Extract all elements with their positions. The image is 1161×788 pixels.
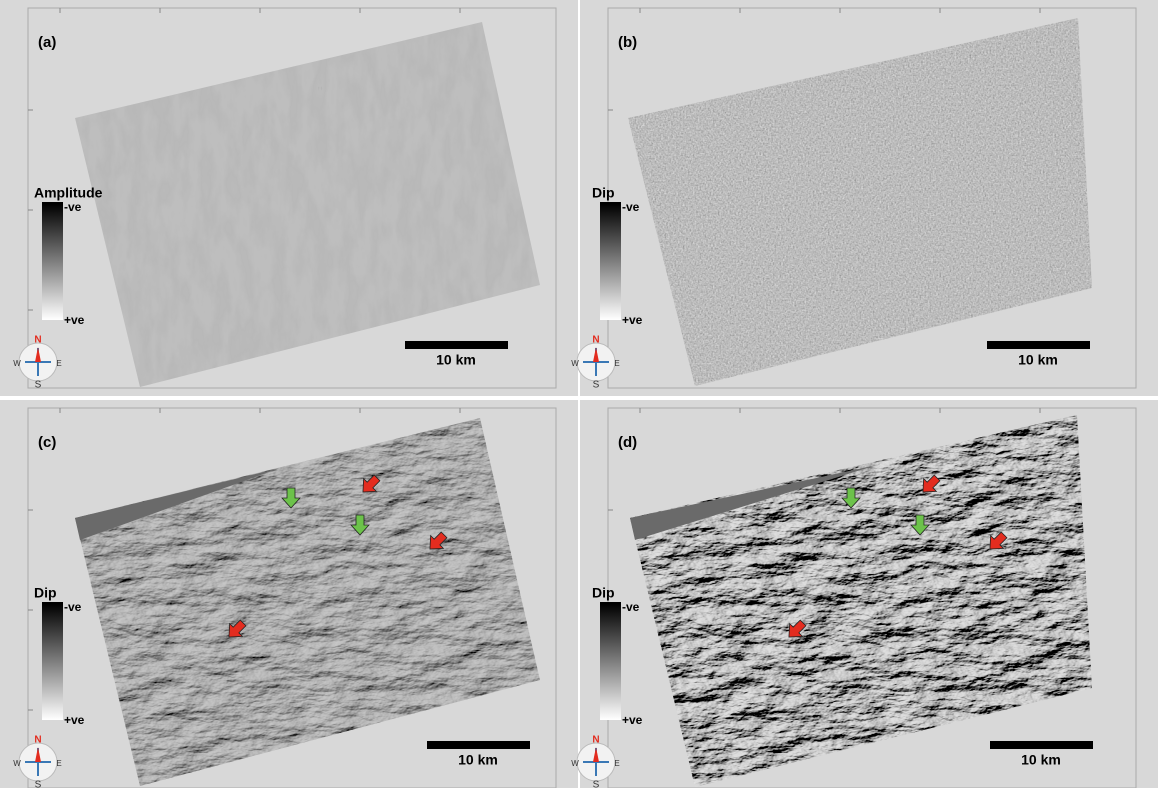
colorbar-top-label: -ve bbox=[64, 600, 82, 614]
colorbar bbox=[600, 604, 621, 720]
colorbar-title: Dip bbox=[592, 585, 615, 601]
panel: (c) Dip -ve +ve 10 km N S W E bbox=[0, 400, 578, 788]
colorbar bbox=[42, 604, 63, 720]
panel-label: (a) bbox=[38, 34, 56, 51]
compass-east: E bbox=[614, 359, 619, 368]
colorbar-title: Dip bbox=[34, 585, 57, 601]
compass-north: N bbox=[592, 335, 599, 346]
compass-south: S bbox=[593, 780, 600, 788]
compass-east: E bbox=[56, 759, 61, 768]
panel-label: (c) bbox=[38, 434, 56, 451]
scale-bar bbox=[427, 741, 530, 749]
compass-west: W bbox=[13, 359, 21, 368]
compass-south: S bbox=[35, 780, 42, 788]
colorbar-title: Amplitude bbox=[34, 185, 103, 201]
scale-bar bbox=[990, 741, 1093, 749]
panel: (b) Dip -ve +ve 10 km N S W E bbox=[571, 0, 1158, 396]
colorbar-top-label: -ve bbox=[622, 600, 640, 614]
panel-label: (b) bbox=[618, 34, 637, 51]
figure: (a)Amplitude-ve+ve10 kmNSWE(b)Dip-ve+ve1… bbox=[0, 0, 1161, 788]
compass-south: S bbox=[35, 380, 42, 391]
colorbar-bottom-label: +ve bbox=[64, 313, 85, 327]
compass-west: W bbox=[13, 759, 21, 768]
panel-label: (d) bbox=[618, 434, 637, 451]
colorbar-bottom-label: +ve bbox=[622, 313, 643, 327]
scale-bar bbox=[987, 341, 1090, 349]
colorbar bbox=[42, 204, 63, 320]
colorbar-top-label: -ve bbox=[64, 200, 82, 214]
scale-bar bbox=[405, 341, 508, 349]
compass-east: E bbox=[614, 759, 619, 768]
compass-north: N bbox=[34, 735, 41, 746]
compass-east: E bbox=[56, 359, 61, 368]
colorbar bbox=[600, 204, 621, 320]
panel: (d) Dip -ve +ve 10 km N S W E bbox=[571, 400, 1158, 788]
compass-west: W bbox=[571, 359, 579, 368]
scale-label: 10 km bbox=[1018, 352, 1058, 368]
scale-label: 10 km bbox=[458, 752, 498, 768]
colorbar-top-label: -ve bbox=[622, 200, 640, 214]
compass-north: N bbox=[34, 335, 41, 346]
compass-south: S bbox=[593, 380, 600, 391]
colorbar-bottom-label: +ve bbox=[64, 713, 85, 727]
compass-north: N bbox=[592, 735, 599, 746]
colorbar-bottom-label: +ve bbox=[622, 713, 643, 727]
scale-label: 10 km bbox=[1021, 752, 1061, 768]
colorbar-title: Dip bbox=[592, 185, 615, 201]
panel: (a) Amplitude-ve +ve 10 km N S W E bbox=[0, 0, 578, 396]
compass-west: W bbox=[571, 759, 579, 768]
scale-label: 10 km bbox=[436, 352, 476, 368]
